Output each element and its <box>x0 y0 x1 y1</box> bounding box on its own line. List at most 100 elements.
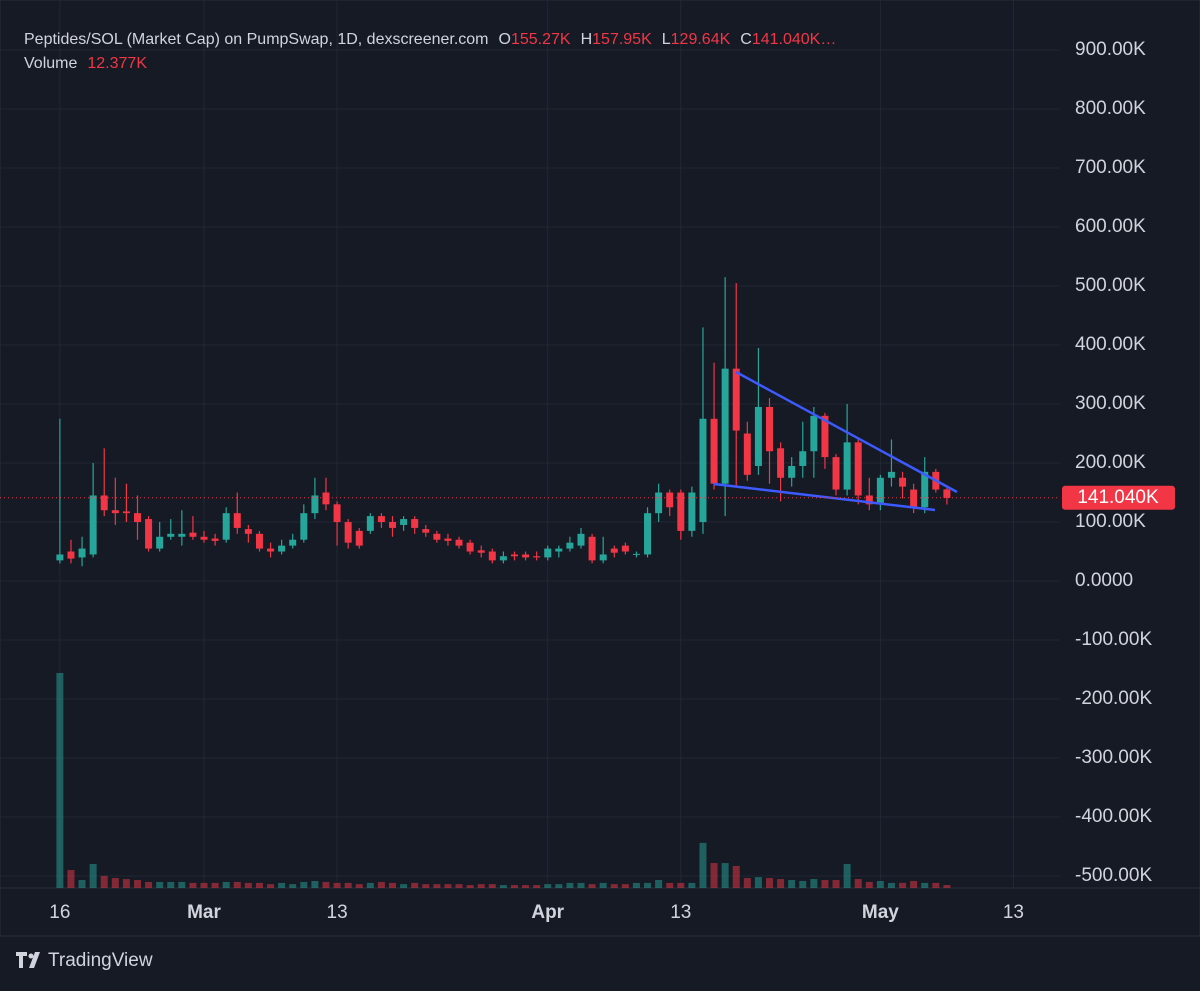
candle-body <box>788 465 796 478</box>
candle-body <box>122 511 130 514</box>
trend-line-lower <box>713 482 936 512</box>
volume-bar <box>666 882 674 888</box>
volume-bar <box>244 882 252 888</box>
volume-bar <box>122 879 130 888</box>
volume-bar <box>810 879 818 888</box>
candle-body <box>100 495 108 511</box>
chart-panel <box>0 0 1200 937</box>
chart-header: Peptides/SOL (Market Cap) on PumpSwap, 1… <box>24 31 836 48</box>
candle-body <box>366 516 374 531</box>
volume-bar <box>366 882 374 888</box>
volume-bar <box>865 881 873 888</box>
volume-bar <box>422 884 430 888</box>
volume-bar <box>821 880 829 888</box>
y-tick-label: 600.00K <box>1075 216 1146 237</box>
volume-bar <box>89 864 97 888</box>
candle-body <box>311 495 319 514</box>
x-tick-label: 13 <box>670 902 691 923</box>
candle-body <box>666 492 674 508</box>
candle-body <box>488 551 496 561</box>
candle-body <box>777 448 785 478</box>
volume-bar <box>56 672 64 888</box>
volume-bar <box>699 842 707 888</box>
candle-body <box>887 471 895 478</box>
volume-bar <box>577 882 585 888</box>
volume-bar <box>921 882 929 888</box>
candle-body <box>333 504 341 523</box>
y-tick-label: 100.00K <box>1075 511 1146 532</box>
candle-body <box>921 471 929 508</box>
candle-body <box>422 529 430 533</box>
volume-value: 12.377K <box>87 55 147 72</box>
candle-body <box>466 542 474 552</box>
x-tick-label: 16 <box>49 902 70 923</box>
candle-body <box>510 554 518 557</box>
candle-body <box>344 522 352 543</box>
candle-body <box>200 536 208 540</box>
footer-logo: TradingView <box>16 950 153 971</box>
volume-bar <box>255 882 263 888</box>
volume-bar <box>111 878 119 888</box>
y-tick-label: 200.00K <box>1075 452 1146 473</box>
volume-bar <box>78 880 86 888</box>
volume-bar <box>832 880 840 888</box>
candle-body <box>588 536 596 561</box>
candle-body <box>477 550 485 553</box>
x-tick-label: 13 <box>327 902 348 923</box>
candle-body <box>411 519 419 528</box>
candle-body <box>167 533 175 537</box>
volume-bar <box>677 882 685 888</box>
axes: 900.00K 800.00K 700.00K 600.00K 500.00K 400.0… <box>0 39 1175 923</box>
candle-body <box>555 548 563 552</box>
candle-body <box>322 492 330 505</box>
candle-body <box>278 545 286 552</box>
volume-bar <box>544 884 552 888</box>
volume-bar <box>843 864 851 888</box>
volume-pane <box>56 672 951 888</box>
volume-bar <box>887 882 895 888</box>
candle-body <box>522 554 530 558</box>
volume-bar <box>854 879 862 888</box>
volume-bar <box>289 884 297 888</box>
candle-body <box>721 368 729 484</box>
volume-bar <box>400 884 408 888</box>
volume-bar <box>133 880 141 888</box>
volume-bar <box>189 882 197 888</box>
y-tick-label: 800.00K <box>1075 98 1146 119</box>
volume-bar <box>278 882 286 888</box>
volume-bar <box>444 884 452 888</box>
volume-bar <box>311 880 319 888</box>
y-tick-label: 400.00K <box>1075 334 1146 355</box>
volume-bar <box>932 882 940 888</box>
candle-body <box>400 519 408 525</box>
volume-bar <box>233 881 241 888</box>
legend-key: O <box>499 31 511 48</box>
volume-bar <box>732 865 740 888</box>
candle-body <box>300 513 308 540</box>
candle-body <box>644 513 652 555</box>
volume-name: Volume <box>24 55 77 72</box>
logo-slash <box>29 952 40 968</box>
volume-bar <box>533 885 541 888</box>
candle-body <box>899 477 907 487</box>
candle-body <box>832 457 840 490</box>
candle-body <box>943 489 951 498</box>
y-tick-label: 300.00K <box>1075 393 1146 414</box>
legend-value: 129.64K <box>671 31 731 48</box>
volume-bar <box>156 881 164 888</box>
legend-key: H <box>581 31 593 48</box>
volume-legend: Volume 12.377K <box>24 55 147 72</box>
candle-body <box>455 539 463 546</box>
y-tick-label: -400.00K <box>1075 806 1152 827</box>
volume-bar <box>943 884 951 888</box>
volume-bar <box>765 878 773 888</box>
candle-body <box>865 495 873 505</box>
candle-body <box>289 539 297 546</box>
candle-body <box>843 442 851 490</box>
volume-bar <box>655 880 663 888</box>
volume-bar <box>499 885 507 888</box>
volume-bar <box>178 881 186 888</box>
grid <box>0 0 1060 888</box>
candle-body <box>377 516 385 523</box>
volume-bar <box>167 881 175 888</box>
